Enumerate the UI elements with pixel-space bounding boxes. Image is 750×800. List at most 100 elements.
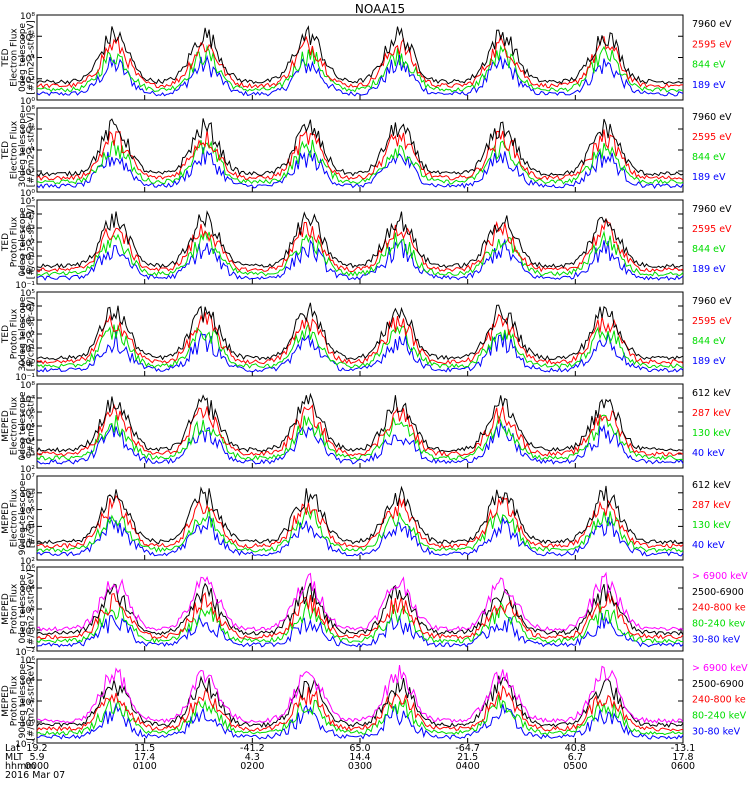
legend-entry: 80-240 kev [692, 619, 746, 630]
legend-entry: 240-800 ke [692, 695, 746, 706]
y-tick-label: 10⁰ [20, 359, 35, 369]
footer-row-label: MLT [5, 752, 23, 763]
y-axis-label: Proton Flux [10, 308, 20, 359]
legend-entry: 80-240 keV [692, 711, 747, 722]
y-axis-label: 0deg telescope [18, 23, 28, 93]
footer-value: 0500 [563, 761, 587, 772]
y-axis-label: [#/cm2-s-str-eV] [27, 20, 37, 95]
series-trace [36, 695, 684, 736]
y-axis-label: 0deg telescope [18, 574, 28, 644]
footer-value: 19.2 [26, 743, 47, 754]
y-tick-label: 10⁻¹ [15, 281, 35, 291]
series-trace [36, 665, 684, 724]
y-tick-label: 10⁴ [20, 303, 35, 313]
footer-value: 0200 [240, 761, 264, 772]
series-trace [36, 506, 684, 553]
legend-entry: 612 keV [692, 480, 731, 491]
legend-entry: 189 eV [692, 264, 726, 275]
y-tick-label: 10² [20, 168, 35, 178]
legend-entry: 40 keV [692, 540, 725, 551]
y-tick-label: 10⁶ [20, 33, 35, 43]
y-tick-label: 10³ [20, 451, 35, 461]
plot-frame [36, 14, 684, 101]
y-tick-label: 10⁶ [20, 656, 35, 666]
plot-frame [36, 383, 684, 469]
legend-entry: 2595 eV [692, 316, 732, 327]
series-trace [36, 571, 684, 632]
legend-entry: > 6900 keV [692, 663, 748, 674]
y-tick-label: 10⁰ [20, 267, 35, 277]
footer-value: 40.8 [565, 743, 586, 754]
figure-title: NOAA15 [355, 2, 405, 16]
series-trace [36, 321, 684, 369]
series-trace [36, 591, 684, 640]
footer-value: -41.2 [240, 743, 265, 754]
footer-row-label: Lat [5, 743, 20, 754]
y-axis-label: MEPED [1, 593, 11, 625]
y-axis-label: [#/cm2-s-str-keV] [27, 569, 37, 648]
footer-row-label: hhmm [5, 761, 36, 772]
series-trace [36, 54, 684, 97]
y-tick-label: 10² [20, 239, 35, 249]
y-axis-label: Electron Flux [10, 28, 20, 87]
legend-entry: 612 keV [692, 388, 731, 399]
series-trace [36, 403, 684, 457]
y-tick-label: 10³ [20, 317, 35, 327]
y-tick-label: 10⁸ [20, 381, 35, 391]
legend-entry: 130 keV [692, 428, 731, 439]
y-tick-label: 10² [20, 76, 35, 86]
y-tick-label: 10⁻² [15, 648, 35, 658]
y-tick-label: 10⁶ [20, 490, 35, 500]
y-tick-label: 10⁴ [20, 147, 35, 157]
y-tick-label: 10⁰ [20, 97, 35, 107]
series-trace [36, 702, 684, 740]
footer-value: 4.3 [245, 752, 260, 763]
legend-entry: 7960 eV [692, 19, 732, 30]
y-axis-label: 0deg telescope [18, 391, 28, 461]
y-axis-label: Proton Flux [10, 675, 20, 726]
series-trace [36, 495, 684, 549]
series-trace [36, 515, 684, 557]
footer-value: 17.8 [672, 752, 693, 763]
y-axis-label: TED [1, 48, 11, 67]
y-tick-label: 10⁰ [20, 189, 35, 199]
series-trace [36, 238, 684, 281]
y-axis-label: TED [1, 325, 11, 344]
footer-value: 0300 [348, 761, 372, 772]
series-trace [36, 230, 684, 277]
y-tick-label: 10⁷ [20, 395, 35, 405]
series-trace [36, 44, 684, 93]
y-tick-label: 10⁵ [20, 197, 35, 207]
series-trace [36, 675, 684, 728]
series-trace [36, 210, 684, 269]
y-axis-label: TED [1, 233, 11, 252]
series-trace [36, 139, 684, 185]
y-tick-label: 10⁴ [20, 211, 35, 221]
y-tick-label: 10⁶ [20, 126, 35, 136]
y-tick-label: 10⁴ [20, 523, 35, 533]
y-axis-label: [#/cm2-s-str-eV] [27, 205, 37, 280]
legend-entry: 844 eV [692, 244, 726, 255]
y-axis-label: 30deg telescope [18, 112, 28, 187]
y-tick-label: 10⁻¹ [15, 373, 35, 383]
y-axis-label: [#/cm2-s-str-eV] [27, 113, 37, 188]
legend-entry: 2500-6900 [692, 587, 744, 598]
footer-value: 6.7 [568, 752, 583, 763]
y-tick-label: 10⁶ [20, 564, 35, 574]
y-tick-label: 10⁰ [20, 627, 35, 637]
y-tick-label: 10⁴ [20, 437, 35, 447]
legend-entry: 130 keV [692, 520, 731, 531]
footer-value: 17.4 [134, 752, 155, 763]
y-tick-label: 10³ [20, 540, 35, 550]
series-trace [36, 118, 684, 177]
y-axis-label: Proton Flux [10, 583, 20, 634]
y-tick-label: 10² [20, 331, 35, 341]
y-axis-label: [#/cm2-s-str-eV] [27, 297, 37, 372]
legend-entry: 7960 eV [692, 204, 732, 215]
y-axis-label: Electron Flux [10, 488, 20, 547]
